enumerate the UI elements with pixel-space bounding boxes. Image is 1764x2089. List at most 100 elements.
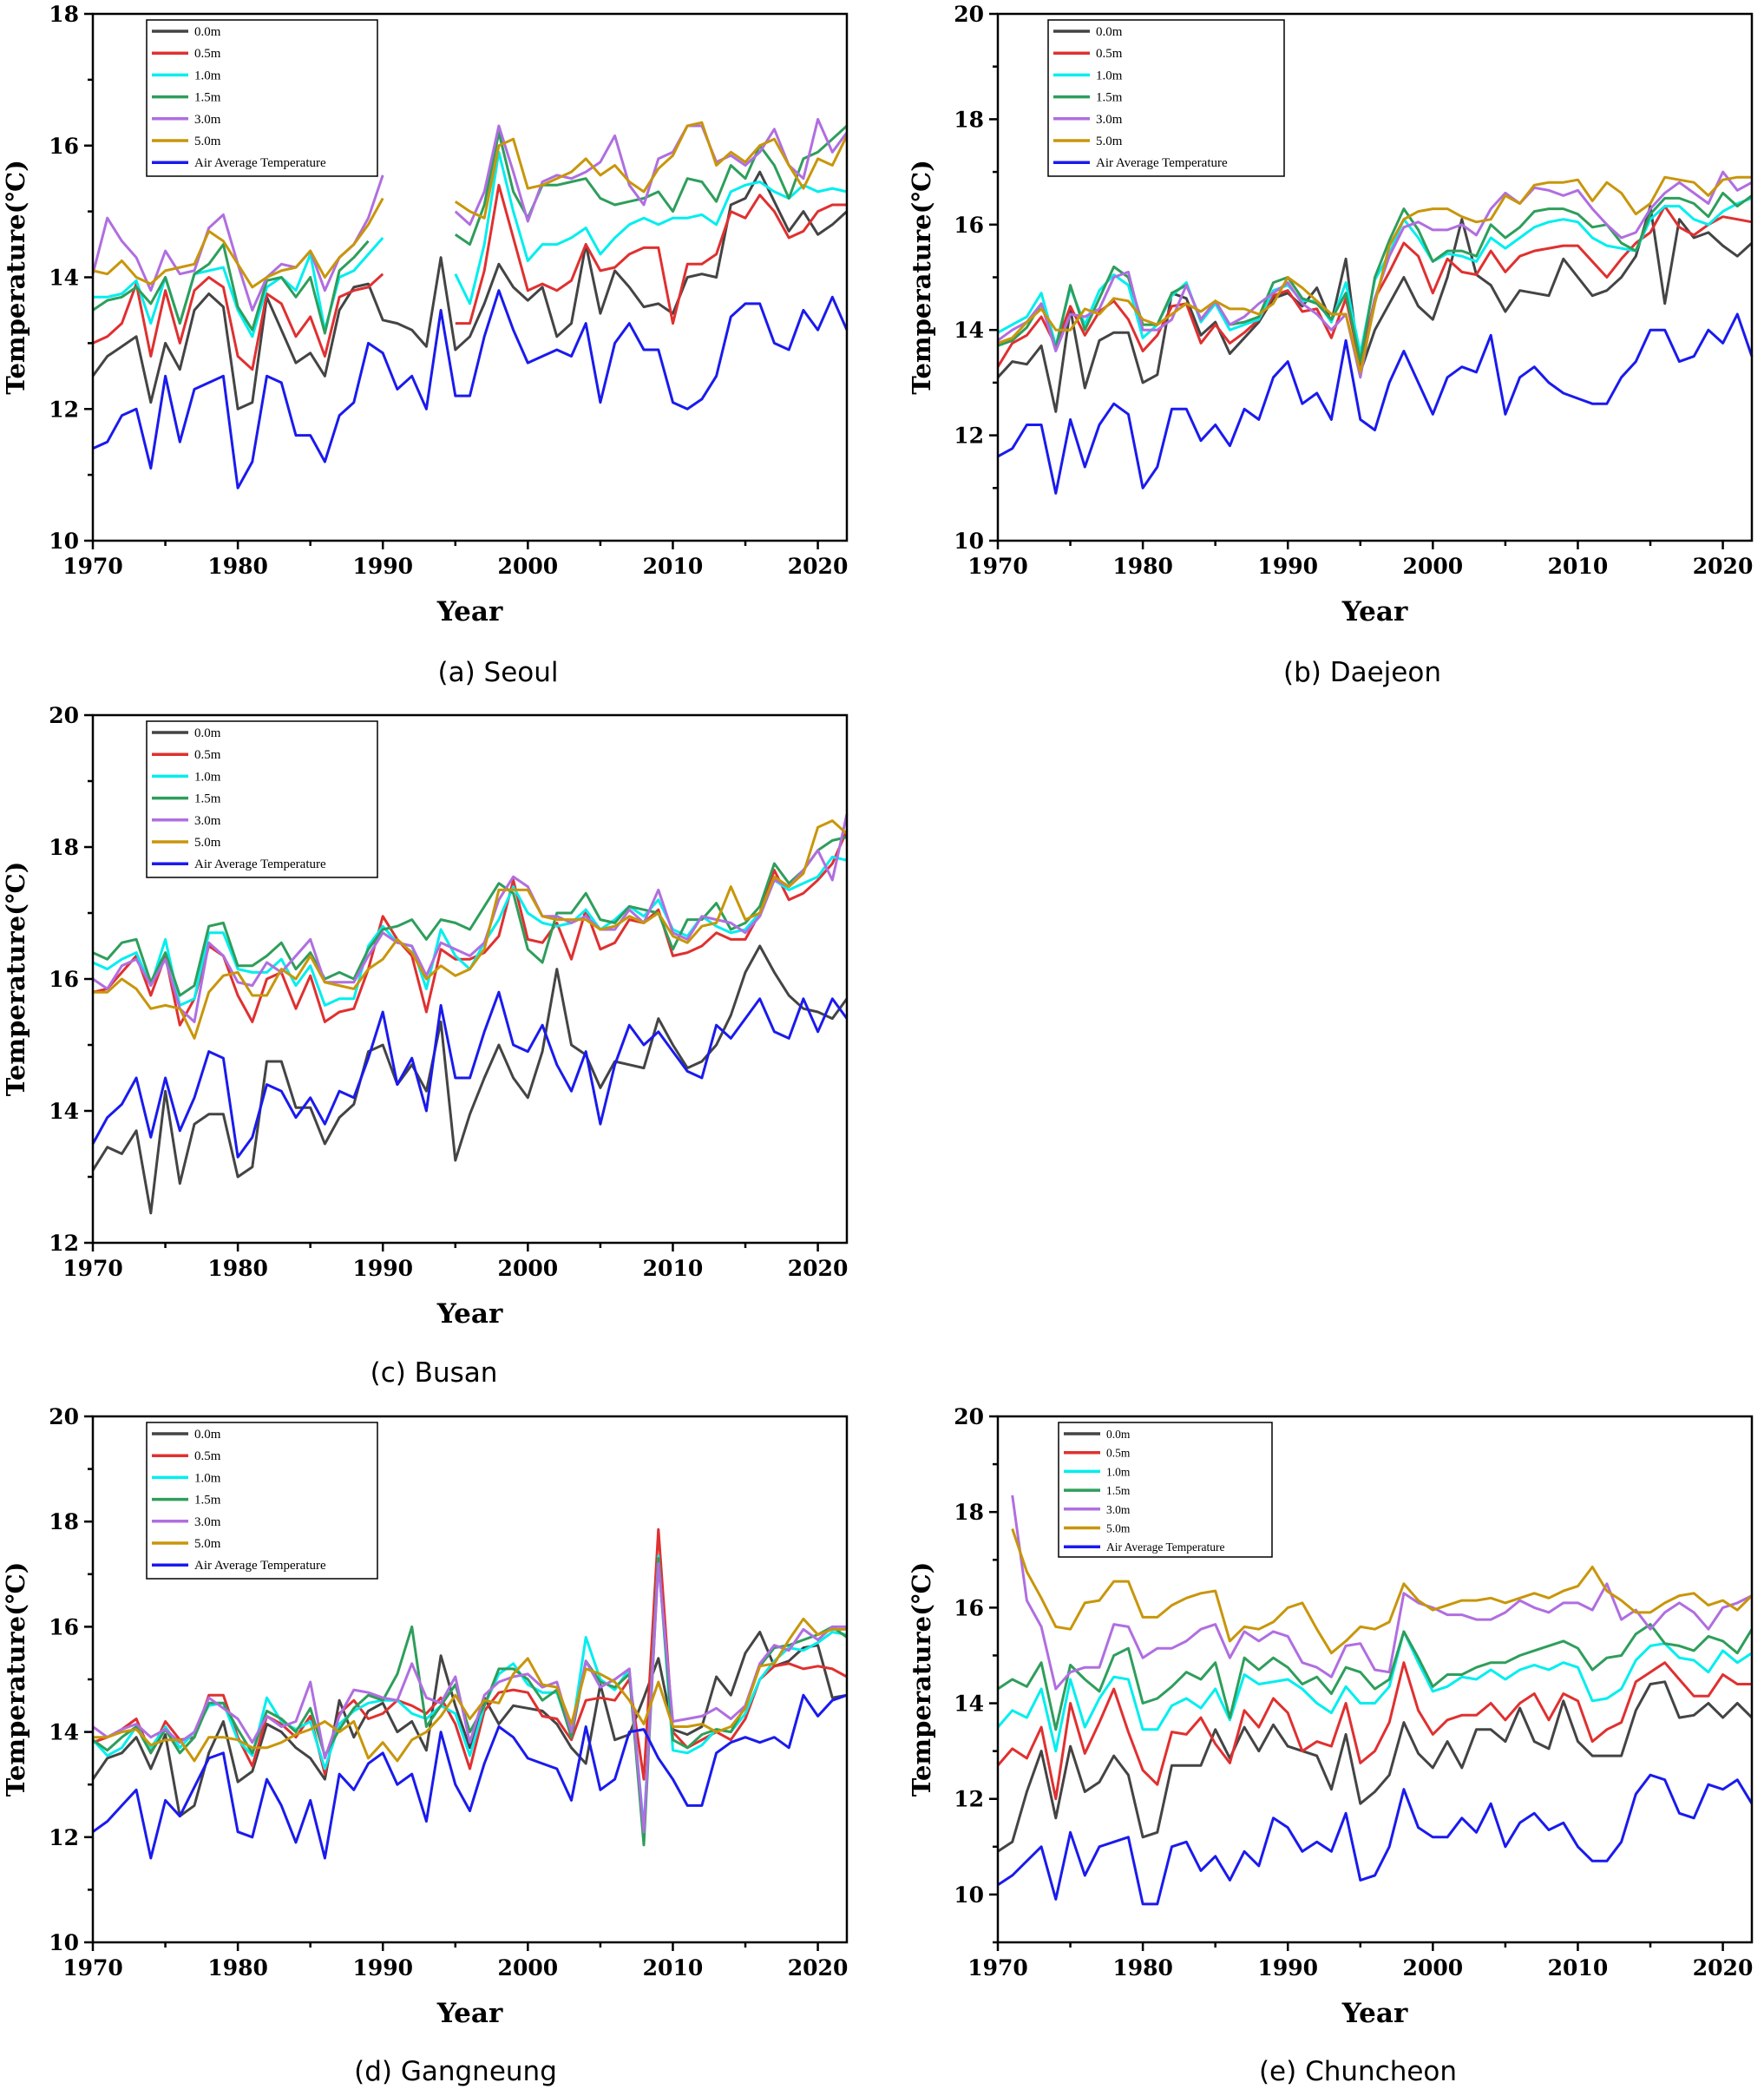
y-tick-label: 18 xyxy=(49,835,79,860)
chart-panel-1: 1970 1980 1990 2000 2010 2020 10 12 14 16 18 20 Year… xyxy=(907,2,1754,688)
series-line-3 xyxy=(92,124,849,335)
series-line-5 xyxy=(93,1617,847,1763)
y-tick-label: 10 xyxy=(49,529,79,554)
series-line-3 xyxy=(997,1623,1754,1731)
y-axis-label: Temperature(℃) xyxy=(1,862,30,1097)
legend-entry-1: 0.5m xyxy=(1106,1447,1131,1460)
x-axis-label: Year xyxy=(1341,596,1408,627)
legend-entry-0: 0.0m xyxy=(194,25,221,39)
x-tick-label: 2010 xyxy=(1548,554,1609,579)
x-tick-label: 2000 xyxy=(1403,554,1464,579)
legend-entry-3: 1.5m xyxy=(194,792,221,806)
y-axis-label: Temperature(℃) xyxy=(907,160,936,395)
legend-entry-5: 5.0m xyxy=(194,135,221,148)
series-line-5 xyxy=(93,819,849,1040)
x-tick-label: 2020 xyxy=(1693,554,1754,579)
series-line-6 xyxy=(92,1693,848,1860)
y-tick-label: 10 xyxy=(954,529,984,554)
x-axis-label: Year xyxy=(1341,1998,1408,2029)
y-tick-label: 14 xyxy=(49,266,79,291)
x-tick-label: 1980 xyxy=(1112,1955,1173,1981)
x-tick-label: 2020 xyxy=(788,1955,849,1981)
legend-entry-4: 3.0m xyxy=(194,814,221,828)
legend-entry-0: 0.0m xyxy=(194,726,221,740)
series-line-2 xyxy=(91,1554,848,1831)
y-axis-label: Temperature(℃) xyxy=(907,1562,936,1797)
legend-entry-5: 5.0m xyxy=(1096,135,1123,148)
y-tick-label: 10 xyxy=(954,1882,984,1908)
legend-entry-6: Air Average Temperature xyxy=(1096,156,1228,170)
x-tick-label: 1970 xyxy=(62,554,123,579)
y-tick-label: 10 xyxy=(49,1930,79,1955)
series-line-0 xyxy=(91,944,849,1215)
y-tick-label: 16 xyxy=(954,213,984,238)
series-line-5 xyxy=(997,175,1752,374)
x-tick-label: 1990 xyxy=(1257,1955,1318,1981)
y-tick-label: 20 xyxy=(49,1404,79,1429)
legend-entry-2: 1.0m xyxy=(1106,1465,1131,1478)
x-tick-label: 2000 xyxy=(498,554,559,579)
legend: 0.0m 0.5m 1.0m 1.5m 3.0m 5.0m Air Average Temp… xyxy=(146,19,378,177)
y-tick-label: 12 xyxy=(49,1825,79,1850)
x-tick-label: 1980 xyxy=(207,1955,268,1981)
panel-caption: (c) Busan xyxy=(371,1357,498,1389)
series-line-0 xyxy=(997,1680,1754,1853)
x-tick-label: 2010 xyxy=(643,1256,704,1281)
series-line-6 xyxy=(92,289,849,489)
legend-entry-0: 0.0m xyxy=(1096,25,1123,39)
legend-entry-2: 1.0m xyxy=(194,1471,221,1485)
x-tick-label: 1990 xyxy=(1257,554,1318,579)
plot-frame xyxy=(996,1415,1754,1944)
x-axis-label: Year xyxy=(436,1998,503,2029)
legend: 0.0m 0.5m 1.0m 1.5m 3.0m 5.0m Air Average Temp… xyxy=(1047,19,1285,177)
legend-entry-0: 0.0m xyxy=(194,1428,221,1442)
y-tick-label: 18 xyxy=(954,107,984,132)
y-tick-label: 18 xyxy=(49,1509,79,1534)
legend-entry-6: Air Average Temperature xyxy=(194,857,326,871)
y-tick-label: 18 xyxy=(49,2,79,27)
series-line-0 xyxy=(91,170,849,411)
x-tick-label: 1980 xyxy=(1112,554,1173,579)
series-line-4 xyxy=(92,1562,847,1834)
panel-caption: (e) Chuncheon xyxy=(1259,2056,1457,2087)
series-line-0 xyxy=(91,1631,848,1818)
y-tick-label: 12 xyxy=(954,1787,984,1812)
legend-entry-5: 5.0m xyxy=(1106,1522,1131,1535)
legend-entry-4: 3.0m xyxy=(1106,1503,1131,1516)
x-tick-label: 2010 xyxy=(643,554,704,579)
legend-entry-6: Air Average Temperature xyxy=(1106,1540,1225,1554)
series-line-4 xyxy=(92,813,849,1023)
y-tick-label: 16 xyxy=(49,967,79,992)
x-tick-label: 1970 xyxy=(967,1955,1028,1981)
x-axis-label: Year xyxy=(436,596,503,627)
legend-entry-3: 1.5m xyxy=(1096,91,1123,105)
legend-entry-2: 1.0m xyxy=(194,770,221,784)
x-tick-label: 1970 xyxy=(967,554,1028,579)
chart-panel-2: 1970 1980 1990 2000 2010 2020 12 14 16 18 20 Year Te… xyxy=(1,703,849,1389)
series-line-4 xyxy=(1011,1494,1753,1691)
panel-caption: (d) Gangneung xyxy=(354,2056,557,2087)
y-tick-label: 16 xyxy=(49,1614,79,1639)
y-tick-label: 14 xyxy=(954,318,984,343)
legend-entry-3: 1.5m xyxy=(194,1494,221,1508)
legend-entry-5: 5.0m xyxy=(194,1537,221,1551)
chart-panel-4: 1970 1980 1990 2000 2010 2020 10 12 14 16 18 20 Year… xyxy=(907,1404,1753,2087)
x-tick-label: 2000 xyxy=(498,1955,559,1981)
legend-entry-3: 1.5m xyxy=(1106,1484,1131,1497)
y-tick-label: 12 xyxy=(954,424,984,449)
y-tick-label: 14 xyxy=(49,1099,79,1124)
x-tick-label: 2000 xyxy=(498,1256,559,1281)
panel-caption: (a) Seoul xyxy=(437,657,558,688)
y-axis-label: Temperature(℃) xyxy=(1,1562,30,1797)
x-tick-label: 1980 xyxy=(207,554,268,579)
chart-panel-0: 1970 1980 1990 2000 2010 2020 10 12 14 16 18 Year Te… xyxy=(1,2,848,688)
series-line-6 xyxy=(997,1773,1754,1906)
series-line-6 xyxy=(91,990,849,1159)
legend-entry-4: 3.0m xyxy=(194,113,221,127)
series-line-2 xyxy=(996,1630,1753,1753)
legend-entry-6: Air Average Temperature xyxy=(194,156,326,170)
legend-entry-6: Air Average Temperature xyxy=(194,1559,326,1573)
panel-caption: (b) Daejeon xyxy=(1283,657,1441,688)
series-line-0 xyxy=(996,205,1754,413)
